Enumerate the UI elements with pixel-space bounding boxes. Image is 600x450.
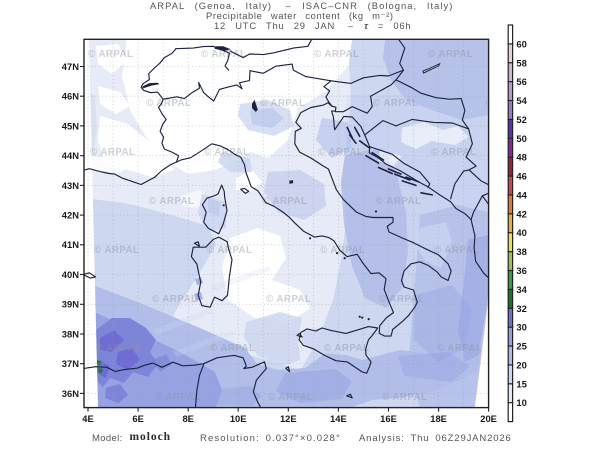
svg-text:10: 10 [516,397,526,408]
svg-text:48: 48 [516,152,526,163]
svg-text:36N: 36N [62,388,79,399]
svg-text:32: 32 [516,303,526,314]
svg-text:45N: 45N [62,120,79,131]
svg-text:44: 44 [516,189,527,200]
svg-text:60: 60 [516,38,526,49]
svg-text:© ARPAL: © ARPAL [379,294,424,305]
svg-text:© ARPAL: © ARPAL [201,49,246,60]
svg-text:20: 20 [516,359,526,370]
svg-text:42: 42 [516,208,526,219]
svg-text:© ARPAL: © ARPAL [437,343,482,354]
svg-text:© ARPAL: © ARPAL [268,392,313,403]
svg-text:52: 52 [516,114,526,125]
svg-text:30: 30 [516,322,526,333]
svg-text:50: 50 [516,133,526,144]
svg-text:© ARPAL: © ARPAL [262,196,307,207]
svg-text:© ARPAL: © ARPAL [382,392,427,403]
svg-text:56: 56 [516,76,526,87]
svg-text:© ARPAL: © ARPAL [155,392,200,403]
svg-text:54: 54 [516,95,527,106]
svg-text:36: 36 [516,265,526,276]
svg-text:© ARPAL: © ARPAL [149,196,194,207]
svg-text:© ARPAL: © ARPAL [152,294,197,305]
svg-text:© ARPAL: © ARPAL [376,196,421,207]
svg-text:4E: 4E [82,413,93,424]
svg-text:© ARPAL: © ARPAL [96,343,141,354]
svg-text:40: 40 [516,227,526,238]
svg-text:© ARPAL: © ARPAL [204,147,249,158]
svg-text:39N: 39N [62,299,79,310]
svg-text:38N: 38N [62,328,79,339]
svg-text:44N: 44N [62,150,79,161]
svg-text:© ARPAL: © ARPAL [320,245,365,256]
svg-text:© ARPAL: © ARPAL [373,98,418,109]
svg-text:47N: 47N [62,61,79,72]
svg-text:© ARPAL: © ARPAL [434,245,479,256]
svg-text:© ARPAL: © ARPAL [431,147,476,158]
svg-text:25: 25 [516,341,526,352]
svg-text:42N: 42N [62,210,79,221]
svg-text:37N: 37N [62,358,79,369]
svg-text:© ARPAL: © ARPAL [428,49,473,60]
svg-text:46: 46 [516,171,526,182]
svg-text:38: 38 [516,246,526,257]
svg-text:34: 34 [516,284,527,295]
svg-text:© ARPAL: © ARPAL [324,343,369,354]
svg-text:41N: 41N [62,239,79,250]
svg-text:© ARPAL: © ARPAL [260,98,305,109]
svg-text:© ARPAL: © ARPAL [486,98,531,109]
svg-text:10E: 10E [230,413,247,424]
svg-text:6E: 6E [132,413,143,424]
svg-text:© ARPAL: © ARPAL [94,245,139,256]
svg-text:16E: 16E [380,413,397,424]
svg-text:© ARPAL: © ARPAL [266,294,311,305]
svg-text:14E: 14E [330,413,347,424]
svg-text:© ARPAL: © ARPAL [210,343,255,354]
svg-text:40N: 40N [62,269,79,280]
svg-text:15: 15 [516,378,526,389]
svg-text:18E: 18E [430,413,447,424]
svg-text:43N: 43N [62,180,79,191]
svg-text:12E: 12E [280,413,297,424]
svg-text:© ARPAL: © ARPAL [88,49,133,60]
svg-text:© ARPAL: © ARPAL [314,49,359,60]
svg-text:20E: 20E [480,413,497,424]
svg-text:46N: 46N [62,91,79,102]
svg-text:© ARPAL: © ARPAL [318,147,363,158]
svg-text:8E: 8E [182,413,193,424]
svg-text:58: 58 [516,57,526,68]
svg-text:© ARPAL: © ARPAL [90,147,135,158]
svg-text:© ARPAL: © ARPAL [146,98,191,109]
